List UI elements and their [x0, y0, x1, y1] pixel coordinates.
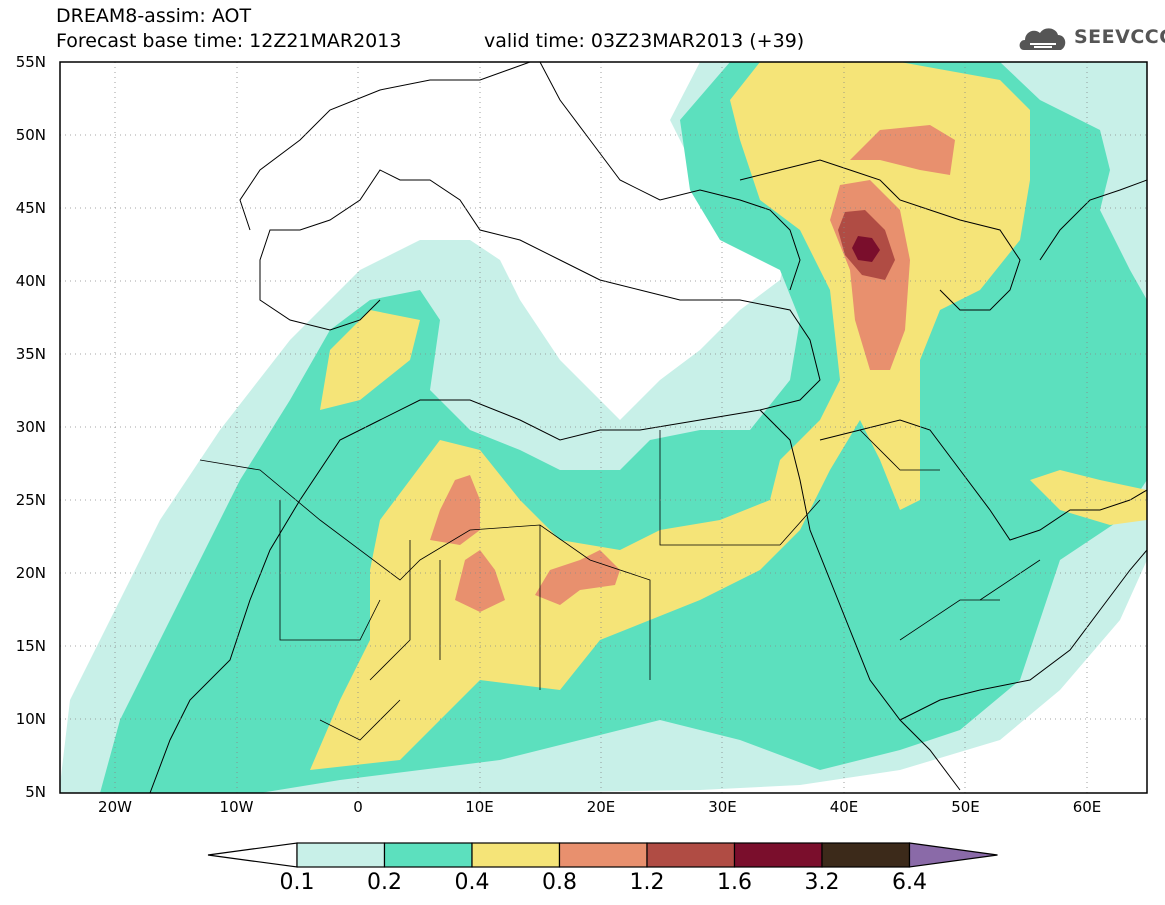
- lon-label: 0: [353, 798, 363, 816]
- forecast-base-time: Forecast base time: 12Z21MAR2013: [56, 30, 402, 52]
- colorbar-label: 0.2: [367, 870, 402, 895]
- lat-label: 20N: [15, 564, 46, 582]
- valid-time: valid time: 03Z23MAR2013 (+39): [484, 30, 805, 52]
- logo-text: SEEVCCC: [1074, 26, 1165, 48]
- lon-label: 40E: [829, 798, 859, 816]
- colorbar-label: 6.4: [892, 870, 927, 895]
- lat-label: 25N: [15, 491, 46, 509]
- lon-label: 60E: [1072, 798, 1102, 816]
- map-title: DREAM8-assim: AOT: [56, 5, 252, 27]
- lat-label: 35N: [15, 345, 46, 363]
- colorbar-swatch: [558, 842, 648, 868]
- cloud-icon: [1019, 28, 1066, 50]
- colorbar-label: 0.4: [454, 870, 490, 895]
- map-frame: [59, 61, 1148, 794]
- lat-label: 40N: [15, 272, 46, 290]
- lat-label: 5N: [25, 783, 46, 801]
- lon-label: 10W: [219, 798, 254, 816]
- lat-label: 30N: [15, 418, 46, 436]
- colorbar-swatch: [296, 842, 386, 868]
- colorbar-label: 0.8: [542, 870, 577, 895]
- colorbar-swatch: [383, 842, 473, 868]
- grid-lines: [60, 62, 1147, 793]
- lon-label: 20E: [586, 798, 616, 816]
- colorbar-swatch: [646, 842, 736, 868]
- lat-label: 15N: [15, 637, 46, 655]
- aot-region-1.6: [852, 236, 880, 262]
- colorbar-swatch: [733, 842, 823, 868]
- borders: [199, 429, 1041, 741]
- seevccc-logo: SEEVCCC: [1016, 22, 1165, 58]
- lon-label: 30E: [708, 798, 737, 816]
- lon-label: 50E: [951, 798, 980, 816]
- lon-label: 20W: [98, 798, 132, 816]
- colorbar-label: 1.2: [629, 870, 665, 895]
- colorbar-label: 1.6: [717, 870, 752, 895]
- colorbar-swatch: [471, 842, 561, 868]
- lat-label: 55N: [15, 53, 46, 71]
- colorbar-arrow-high: [908, 842, 998, 868]
- lat-label: 10N: [15, 710, 46, 728]
- colorbar-arrow-low: [207, 842, 298, 868]
- colorbar-label: 3.2: [804, 870, 840, 895]
- colorbar-label: 0.1: [279, 870, 315, 895]
- colorbar-swatch: [821, 842, 911, 868]
- lon-label: 10E: [465, 798, 494, 816]
- colorbar: [207, 842, 998, 868]
- coastlines: [149, 62, 1147, 793]
- lat-label: 50N: [15, 126, 46, 144]
- lat-label: 45N: [15, 199, 46, 217]
